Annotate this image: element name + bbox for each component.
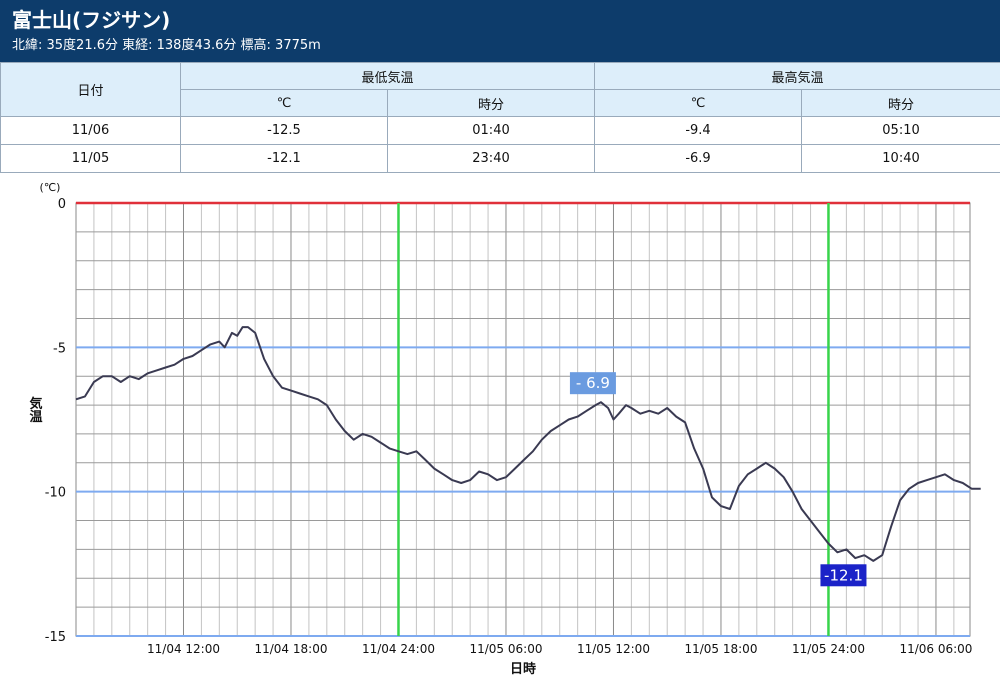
station-header: 富士山(フジサン) 北緯: 35度21.6分 東経: 138度43.6分 標高:… <box>0 0 1000 62</box>
x-tick-label: 11/05 24:00 <box>792 642 865 656</box>
chart-grid <box>75 201 971 637</box>
y-tick-label: -5 <box>53 341 66 356</box>
row-max-value: -6.9 <box>594 144 803 173</box>
row-min-value: -12.1 <box>180 144 388 173</box>
row-date: 11/06 <box>0 116 181 145</box>
station-coords: 北緯: 35度21.6分 東経: 138度43.6分 標高: 3775m <box>12 38 321 53</box>
y-axis-label: 気温 <box>27 396 43 424</box>
chart-axes: 0 -5 -10 -15 (℃) 気温 11/04 12:00 11/04 18:00 11/0… <box>27 181 973 677</box>
y-tick-label: -15 <box>45 630 66 645</box>
temperature-series-line <box>75 326 981 562</box>
y-tick-label: -10 <box>45 486 66 501</box>
y-unit-label: (℃) <box>40 181 61 194</box>
row-max-time: 10:40 <box>801 144 1000 173</box>
table-row: 11/05 -12.1 23:40 -6.9 10:40 <box>0 144 1000 173</box>
row-min-time: 23:40 <box>386 144 596 173</box>
x-tick-label: 11/04 24:00 <box>362 642 435 656</box>
min-time-header: 時分 <box>386 89 596 117</box>
station-title: 富士山(フジサン) <box>12 8 171 32</box>
temperature-chart: 0 -5 -10 -15 (℃) 気温 11/04 12:00 11/04 18:00 11/0… <box>27 181 981 677</box>
max-time-header: 時分 <box>801 89 1000 117</box>
annotation-label: -12.1 <box>824 566 863 584</box>
chart-annotations: - 6.9 -12.1 <box>569 372 867 587</box>
max-temp-header: 最高気温 <box>594 62 1000 90</box>
max-unit-header: ℃ <box>594 89 803 117</box>
row-max-time: 05:10 <box>801 116 1000 145</box>
row-max-value: -9.4 <box>594 116 803 145</box>
x-tick-label: 11/05 18:00 <box>684 642 757 656</box>
summary-table: 日付 最低気温 最高気温 ℃ 時分 ℃ 時分 11/06 -12.5 01:40… <box>0 62 1000 173</box>
row-min-time: 01:40 <box>386 116 596 145</box>
x-tick-label: 11/05 12:00 <box>577 642 650 656</box>
annotation-box <box>820 564 867 587</box>
chart-series <box>75 326 981 562</box>
table-row: 11/06 -12.5 01:40 -9.4 05:10 <box>0 116 1000 145</box>
x-tick-label: 11/04 18:00 <box>254 642 327 656</box>
x-tick-label: 11/06 06:00 <box>899 642 972 656</box>
annotation-label: - 6.9 <box>576 374 610 392</box>
min-unit-header: ℃ <box>180 89 388 117</box>
plot-area <box>75 202 971 637</box>
x-tick-label: 11/05 06:00 <box>469 642 542 656</box>
x-tick-label: 11/04 12:00 <box>147 642 220 656</box>
row-min-value: -12.5 <box>180 116 388 145</box>
y-tick-label: 0 <box>58 197 66 212</box>
date-header: 日付 <box>0 62 181 117</box>
row-date: 11/05 <box>0 144 181 173</box>
min-temp-header: 最低気温 <box>179 62 596 90</box>
x-axis-label: 日時 <box>510 661 536 677</box>
annotation-box <box>569 372 616 395</box>
